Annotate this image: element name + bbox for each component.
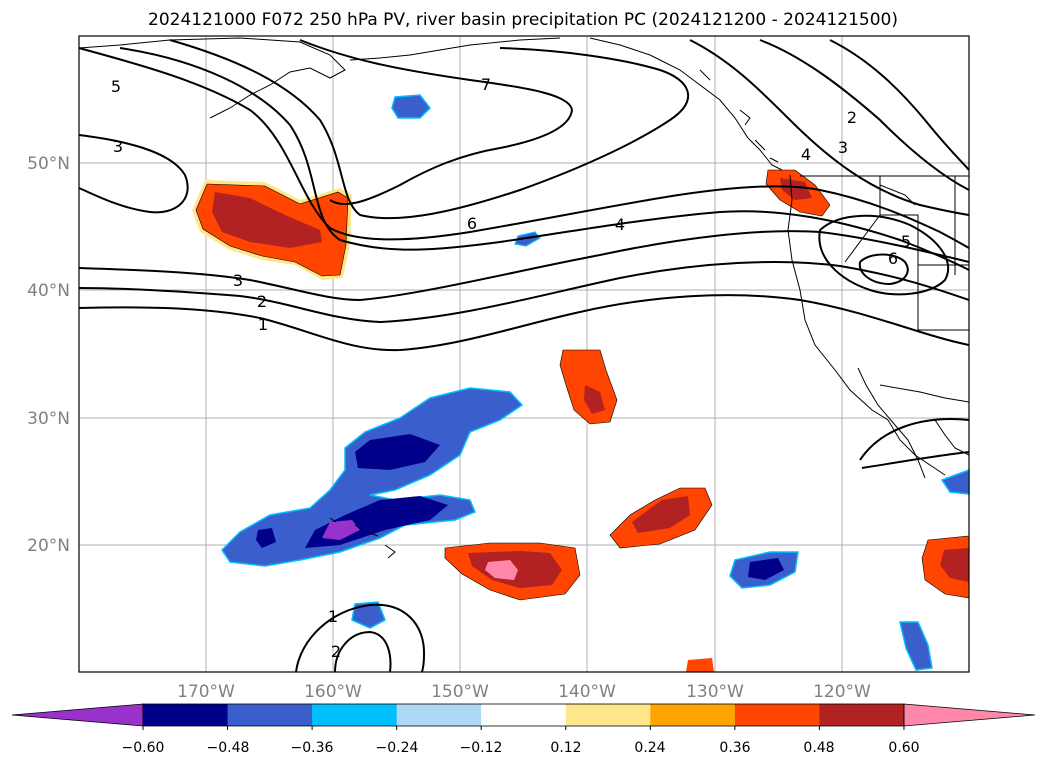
contour-label: 1: [258, 315, 268, 334]
pv-contour: [858, 253, 909, 286]
pv-contour: [78, 294, 970, 352]
pv-contour: [759, 39, 970, 191]
colorbar-tick-label: −0.24: [376, 740, 419, 756]
colorbar-tick-label: 0.24: [634, 740, 665, 756]
precip-blob: [899, 621, 933, 671]
colorbar-tick-label: −0.12: [460, 740, 503, 756]
lat-labels: 50°N 40°N 30°N 20°N: [27, 154, 70, 556]
colorbar-segment: [565, 704, 651, 726]
contour-label: 6: [888, 249, 898, 268]
precip-blob: [780, 178, 812, 200]
precip-blob: [514, 231, 541, 247]
pv-contour: [78, 134, 189, 214]
precip-blob: [322, 520, 360, 540]
precip-blob: [584, 385, 605, 414]
colorbar-segment: [481, 704, 567, 726]
gulf-alaska-coast: [589, 37, 783, 171]
lon-labels: 170°W 160°W 150°W 140°W 130°W 120°W: [177, 682, 871, 702]
pv-contour: [859, 418, 970, 461]
mexico-border: [879, 384, 970, 403]
contour-label: 2: [331, 642, 341, 661]
colorbar-ticks: −0.60 −0.48 −0.36 −0.24 −0.12 0.12 0.24 …: [122, 726, 920, 756]
map-panel: 5 3 7 6 4 3 2 1 2 3 4 5 6 1 2: [78, 35, 970, 673]
contour-label: 7: [481, 75, 491, 94]
us-west-coast: [787, 174, 946, 476]
colorbar-tick-label: 0.48: [803, 740, 834, 756]
precip-blob: [686, 658, 714, 672]
hawaii-islands: [329, 517, 396, 559]
figure-title: 2024121000 F072 250 hPa PV, river basin …: [148, 10, 898, 30]
contour-labels: 5 3 7 6 4 3 2 1 2 3 4 5 6 1 2: [111, 75, 911, 661]
colorbar-tick-label: 0.60: [888, 740, 919, 756]
contour-label: 3: [233, 271, 243, 290]
pv-contours: [78, 39, 970, 673]
precip-blob: [632, 496, 690, 533]
colorbar-segment: [819, 704, 905, 726]
colorbar-tick-label: 0.36: [719, 740, 750, 756]
precip-blob: [212, 192, 322, 248]
colorbar-segment: [143, 704, 229, 726]
contour-label: 2: [847, 108, 857, 127]
pv-contour: [861, 451, 970, 469]
lat-label: 50°N: [27, 154, 70, 174]
lon-label: 160°W: [304, 682, 362, 702]
pv-contour: [169, 39, 690, 220]
contour-label: 5: [901, 232, 911, 251]
contour-label: 3: [838, 138, 848, 157]
precip-blob: [748, 558, 784, 580]
precip-blob: [391, 94, 431, 119]
colorbar-segment: [650, 704, 736, 726]
pv-contour: [334, 630, 392, 673]
colorbar-tick-label: −0.60: [122, 740, 165, 756]
colorbar-tick-label: 0.12: [550, 740, 581, 756]
pv-contour: [818, 214, 950, 296]
pv-contour: [78, 261, 970, 324]
pv-contour: [299, 39, 574, 205]
colorbar-tick-label: −0.48: [207, 740, 250, 756]
colorbar-segment: [396, 704, 482, 726]
colorbar-extend-low: [11, 703, 144, 727]
lat-label: 40°N: [27, 281, 70, 301]
pv-contour: [78, 47, 970, 249]
pv-contour: [829, 39, 970, 171]
colorbar-segments: [11, 703, 1036, 727]
precip-blob: [256, 528, 276, 548]
contour-label: 4: [801, 145, 811, 164]
lon-label: 120°W: [813, 682, 871, 702]
lon-label: 140°W: [558, 682, 616, 702]
contour-label: 6: [467, 214, 477, 233]
colorbar-segment: [734, 704, 820, 726]
precip-blob: [940, 548, 969, 582]
lon-label: 150°W: [431, 682, 489, 702]
precip-blob: [485, 560, 518, 580]
contour-label: 5: [111, 77, 121, 96]
pv-contour: [119, 47, 970, 271]
colorbar: −0.60 −0.48 −0.36 −0.24 −0.12 0.12 0.24 …: [11, 703, 1036, 756]
pv-contour: [689, 39, 970, 216]
colorbar-tick-label: −0.36: [291, 740, 334, 756]
colorbar-segment: [312, 704, 398, 726]
contour-label: 1: [328, 607, 338, 626]
colorbar-outline: [142, 703, 905, 727]
precip-blob: [355, 434, 440, 470]
bc-coast-islands: [699, 69, 779, 163]
lat-label: 30°N: [27, 409, 70, 429]
lat-label: 20°N: [27, 536, 70, 556]
precip-blob: [351, 601, 386, 629]
mexico-coast: [934, 419, 970, 456]
precip-negative-anomalies: [221, 94, 970, 671]
colorbar-extend-high: [903, 703, 1036, 727]
precip-blob: [221, 387, 524, 567]
contour-label: 2: [257, 292, 267, 311]
lon-label: 170°W: [177, 682, 235, 702]
pv-contour: [78, 230, 970, 302]
pv-contour: [295, 603, 426, 673]
colorbar-segment: [227, 704, 313, 726]
map-frame: [78, 35, 970, 673]
contour-label: 4: [615, 215, 625, 234]
contour-label: 3: [113, 137, 123, 156]
lon-label: 130°W: [686, 682, 744, 702]
